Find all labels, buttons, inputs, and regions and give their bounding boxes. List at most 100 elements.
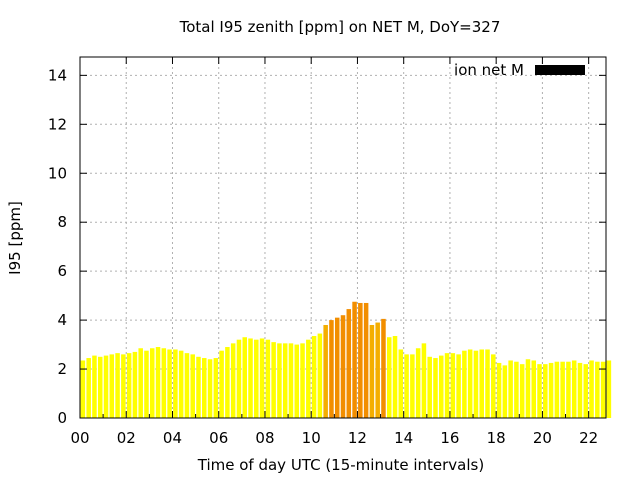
- bar: [80, 360, 86, 418]
- bar: [86, 358, 91, 418]
- bar: [300, 343, 305, 418]
- bar: [277, 343, 282, 418]
- bar: [606, 360, 612, 418]
- bar: [363, 302, 369, 418]
- bar: [121, 354, 126, 418]
- bar: [548, 362, 554, 418]
- bar: [433, 358, 438, 418]
- bar: [456, 354, 461, 418]
- bar: [525, 359, 531, 418]
- x-tick-label: 20: [533, 429, 552, 447]
- x-tick-label: 22: [579, 429, 598, 447]
- bar: [346, 309, 352, 418]
- bar: [213, 358, 219, 418]
- bar: [537, 364, 542, 418]
- y-tick-label: 8: [57, 213, 67, 231]
- x-tick-label: 12: [348, 429, 367, 447]
- bar: [566, 361, 571, 418]
- bar: [202, 358, 207, 418]
- bar: [254, 339, 259, 418]
- bar: [196, 356, 201, 418]
- bar: [207, 359, 213, 418]
- y-tick-label: 12: [48, 115, 67, 133]
- bar: [144, 350, 149, 418]
- bar: [381, 318, 386, 418]
- bar: [467, 349, 473, 418]
- x-tick-label: 08: [255, 429, 274, 447]
- bar: [485, 349, 490, 418]
- x-axis-label: Time of day UTC (15-minute intervals): [197, 456, 484, 474]
- bar: [369, 325, 375, 418]
- x-tick-label: 02: [117, 429, 136, 447]
- bar: [230, 343, 236, 418]
- bar: [415, 348, 421, 418]
- y-axis-label: I95 [ppm]: [6, 201, 24, 275]
- bar: [404, 354, 409, 418]
- bar: [491, 354, 496, 418]
- bar: [92, 355, 97, 418]
- bar: [450, 353, 456, 418]
- bar: [595, 361, 600, 418]
- bar: [248, 338, 253, 418]
- y-tick-label: 2: [57, 360, 67, 378]
- bar: [184, 353, 190, 418]
- bar: [329, 320, 334, 418]
- bar: [155, 347, 161, 418]
- bar: [340, 315, 346, 418]
- bar: [334, 317, 340, 418]
- bar: [560, 361, 565, 418]
- bar: [421, 343, 427, 418]
- bar: [358, 302, 363, 418]
- bar: [150, 348, 155, 418]
- bar: [600, 361, 606, 418]
- bar: [103, 355, 109, 418]
- bar: [219, 350, 224, 418]
- bar: [386, 337, 392, 418]
- bar: [265, 339, 271, 418]
- bar: [225, 347, 230, 418]
- bar: [161, 348, 167, 418]
- plot-frame: [79, 56, 607, 419]
- y-tick-label: 14: [48, 66, 67, 84]
- bar: [398, 349, 404, 418]
- bar: [323, 325, 328, 418]
- y-tick-label: 0: [57, 409, 67, 427]
- bar: [306, 339, 311, 418]
- bar: [271, 342, 276, 418]
- bar: [178, 350, 184, 418]
- bar: [126, 353, 132, 418]
- bars: [80, 301, 612, 418]
- bar: [439, 355, 444, 418]
- bar: [531, 360, 536, 418]
- bar: [97, 356, 103, 418]
- bar: [554, 361, 560, 418]
- bar: [236, 339, 242, 418]
- bar: [282, 343, 288, 418]
- bar: [352, 301, 357, 418]
- bar: [132, 351, 138, 418]
- bar: [173, 349, 178, 418]
- bar: [496, 362, 502, 418]
- bar: [571, 360, 577, 418]
- x-tick-label: 04: [163, 429, 182, 447]
- bar: [583, 364, 589, 418]
- bar: [288, 343, 294, 418]
- bar: [392, 336, 398, 418]
- bar: [508, 360, 513, 418]
- bar: [577, 362, 583, 418]
- bar: [115, 353, 120, 418]
- bar: [589, 360, 594, 418]
- chart-title: Total I95 zenith [ppm] on NET M, DoY=327: [179, 18, 501, 36]
- bar: [543, 364, 548, 418]
- bar: [138, 348, 143, 418]
- bar: [462, 350, 467, 418]
- bar: [311, 336, 317, 418]
- bar: [519, 364, 525, 418]
- bar: [375, 322, 380, 418]
- bar: [190, 354, 195, 418]
- bar: [259, 338, 265, 418]
- x-tick-label: 18: [487, 429, 506, 447]
- legend-swatch: [535, 65, 585, 75]
